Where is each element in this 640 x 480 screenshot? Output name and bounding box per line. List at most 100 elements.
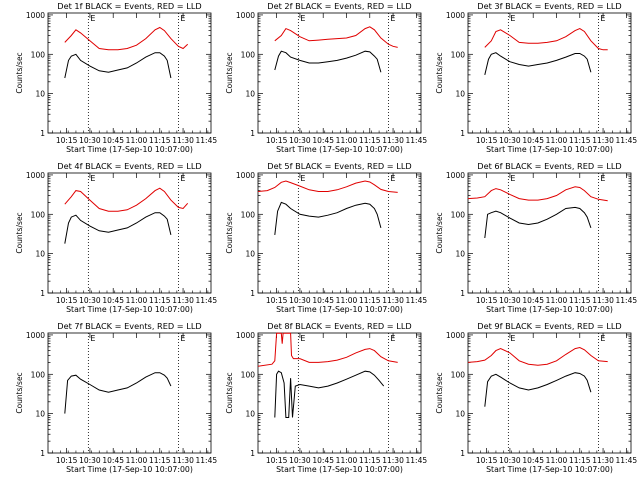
- y-tick-label: 100: [31, 50, 46, 59]
- y-tick-label: 10: [245, 90, 255, 99]
- x-tick-label: 11:00: [336, 296, 358, 305]
- x-tick-label: 10:45: [312, 296, 334, 305]
- marker-label: E: [600, 334, 605, 343]
- y-tick-label: 1: [250, 449, 255, 458]
- plot-frame: [467, 172, 632, 294]
- x-tick-label: 11:45: [196, 136, 218, 145]
- x-tick-label: 10:15: [266, 456, 288, 465]
- panel-det-8f: Det 8f BLACK = Events, RED = LLD 1 10 100 10…: [225, 321, 427, 474]
- marker-label: E: [390, 174, 395, 183]
- y-tick-label: 1000: [236, 331, 255, 340]
- x-tick-label: 11:30: [172, 296, 194, 305]
- x-tick-label: 10:45: [102, 296, 124, 305]
- y-tick-label: 10: [35, 90, 45, 99]
- marker-label: E: [510, 14, 515, 23]
- series-lld-line: [257, 332, 398, 367]
- marker-label: E: [600, 174, 605, 183]
- series-lld-line: [467, 186, 608, 202]
- x-tick-label: 10:30: [289, 456, 311, 465]
- y-tick-label: 10: [455, 410, 465, 419]
- x-tick-label: 11:00: [546, 136, 568, 145]
- y-tick-label: 10: [35, 410, 45, 419]
- x-tick-label: 11:30: [172, 136, 194, 145]
- plot-frame: [257, 172, 422, 294]
- y-tick-label: 1: [460, 449, 465, 458]
- series-events-line: [274, 370, 385, 418]
- y-tick-label: 10: [455, 90, 465, 99]
- x-tick-label: 10:45: [312, 136, 334, 145]
- y-axis-label: Counts/sec: [225, 212, 234, 253]
- panel-det-9f: Det 9f BLACK = Events, RED = LLD 1 10 100 10…: [435, 321, 637, 474]
- marker-label: E: [300, 174, 305, 183]
- panel-title: Det 7f BLACK = Events, RED = LLD: [57, 321, 201, 331]
- y-tick-label: 1: [250, 289, 255, 298]
- x-tick-label: 11:15: [569, 296, 591, 305]
- x-tick-label: 10:15: [56, 136, 78, 145]
- y-tick-label: 1000: [26, 331, 45, 340]
- y-axis-label: Counts/sec: [435, 212, 444, 253]
- x-tick-label: 11:00: [546, 296, 568, 305]
- x-axis-label: Start Time (17-Sep-10 10:07:00): [486, 305, 613, 314]
- plot-frame: [467, 12, 632, 134]
- y-tick-label: 10: [455, 250, 465, 259]
- y-axis-label: Counts/sec: [225, 372, 234, 413]
- plot-frame: [467, 332, 632, 454]
- x-tick-label: 10:15: [476, 296, 498, 305]
- x-tick-label: 11:30: [592, 136, 614, 145]
- y-tick-label: 1: [460, 129, 465, 138]
- x-tick-label: 10:30: [79, 456, 101, 465]
- x-tick-label: 11:15: [359, 296, 381, 305]
- y-axis-label: Counts/sec: [435, 52, 444, 93]
- x-tick-label: 11:30: [172, 456, 194, 465]
- x-tick-label: 11:15: [569, 136, 591, 145]
- x-tick-label: 10:30: [79, 136, 101, 145]
- y-tick-label: 1000: [446, 171, 465, 180]
- x-tick-label: 11:45: [406, 296, 428, 305]
- marker-label: E: [180, 334, 185, 343]
- x-tick-label: 10:15: [476, 136, 498, 145]
- marker-label: E: [90, 334, 95, 343]
- series-lld-line: [274, 26, 398, 48]
- series-events-line: [484, 206, 592, 239]
- series-events-line: [64, 372, 172, 414]
- marker-label: E: [300, 334, 305, 343]
- marker-label: E: [510, 174, 515, 183]
- marker-label: E: [390, 334, 395, 343]
- marker-label: E: [180, 174, 185, 183]
- x-tick-label: 11:00: [126, 296, 148, 305]
- x-axis-label: Start Time (17-Sep-10 10:07:00): [276, 305, 403, 314]
- plot-frame: [47, 332, 212, 454]
- x-tick-label: 11:00: [126, 136, 148, 145]
- y-axis-label: Counts/sec: [15, 52, 24, 93]
- x-tick-label: 10:45: [102, 456, 124, 465]
- x-tick-label: 11:15: [359, 136, 381, 145]
- y-tick-label: 100: [241, 370, 256, 379]
- x-tick-label: 11:30: [592, 456, 614, 465]
- y-tick-label: 1: [40, 129, 45, 138]
- x-tick-label: 10:15: [56, 296, 78, 305]
- x-tick-label: 11:15: [359, 456, 381, 465]
- x-tick-label: 10:30: [289, 136, 311, 145]
- y-axis-label: Counts/sec: [15, 212, 24, 253]
- x-tick-label: 11:45: [406, 136, 428, 145]
- series-events-line: [484, 372, 592, 407]
- x-tick-label: 11:45: [616, 296, 638, 305]
- y-tick-label: 100: [451, 50, 466, 59]
- y-tick-label: 1000: [26, 171, 45, 180]
- marker-label: E: [90, 174, 95, 183]
- x-axis-label: Start Time (17-Sep-10 10:07:00): [276, 145, 403, 154]
- marker-label: E: [390, 14, 395, 23]
- x-tick-label: 10:45: [312, 456, 334, 465]
- series-lld-line: [64, 26, 189, 51]
- plot-frame: [47, 12, 212, 134]
- x-axis-label: Start Time (17-Sep-10 10:07:00): [486, 465, 613, 474]
- x-tick-label: 10:30: [289, 296, 311, 305]
- y-tick-label: 100: [451, 210, 466, 219]
- x-tick-label: 10:45: [522, 136, 544, 145]
- panel-det-3f: Det 3f BLACK = Events, RED = LLD 1 10 100 10…: [435, 1, 637, 154]
- y-tick-label: 100: [31, 370, 46, 379]
- panel-det-5f: Det 5f BLACK = Events, RED = LLD 1 10 100 10…: [225, 161, 427, 314]
- panel-title: Det 4f BLACK = Events, RED = LLD: [57, 161, 201, 171]
- series-events-line: [274, 50, 382, 73]
